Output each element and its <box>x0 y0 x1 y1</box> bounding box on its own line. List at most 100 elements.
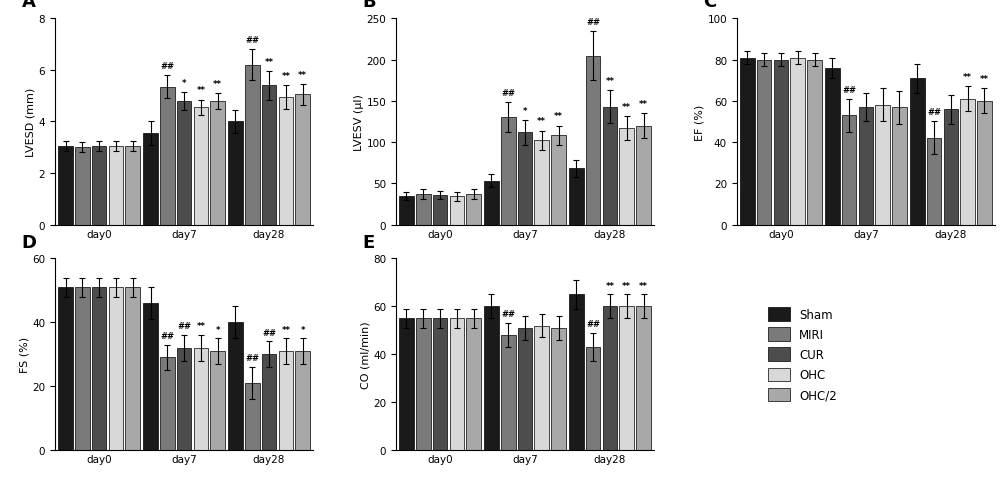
Text: *: * <box>215 325 220 334</box>
Bar <box>210 102 225 225</box>
Bar <box>927 139 941 225</box>
Text: ##: ## <box>245 353 259 363</box>
Bar <box>143 303 158 450</box>
Bar <box>194 108 208 225</box>
Text: ##: ## <box>927 108 941 117</box>
Text: ##: ## <box>177 322 191 331</box>
Bar <box>399 197 414 225</box>
Text: **: ** <box>196 86 205 95</box>
Bar <box>143 134 158 225</box>
Bar <box>279 98 293 225</box>
Bar <box>790 59 805 225</box>
Bar <box>210 351 225 450</box>
Bar <box>433 318 447 450</box>
Bar <box>466 318 481 450</box>
Bar <box>262 86 276 225</box>
Bar <box>228 323 243 450</box>
Y-axis label: FS (%): FS (%) <box>19 336 29 373</box>
Bar <box>295 95 310 225</box>
Text: **: ** <box>639 100 648 109</box>
Bar <box>501 118 516 225</box>
Bar <box>109 287 123 450</box>
Legend: Sham, MIRI, CUR, OHC, OHC/2: Sham, MIRI, CUR, OHC, OHC/2 <box>768 307 837 402</box>
Text: ##: ## <box>501 89 515 98</box>
Bar <box>603 107 617 225</box>
Text: E: E <box>362 233 375 251</box>
Bar <box>910 79 925 225</box>
Text: **: ** <box>213 80 222 89</box>
Text: *: * <box>300 325 305 334</box>
Bar <box>160 358 175 450</box>
Text: **: ** <box>605 77 614 86</box>
Bar <box>228 122 243 225</box>
Text: **: ** <box>196 322 205 331</box>
Bar <box>825 69 840 225</box>
Bar <box>586 348 600 450</box>
Bar <box>551 328 566 450</box>
Text: ##: ## <box>245 36 259 45</box>
Y-axis label: LVESD (mm): LVESD (mm) <box>26 88 36 157</box>
Bar <box>433 196 447 225</box>
Bar <box>160 88 175 225</box>
Bar <box>619 307 634 450</box>
Bar <box>569 169 584 225</box>
Bar <box>194 348 208 450</box>
Bar <box>466 195 481 225</box>
Text: ##: ## <box>160 62 174 71</box>
Y-axis label: EF (%): EF (%) <box>695 104 705 140</box>
Bar <box>603 307 617 450</box>
Text: **: ** <box>537 117 546 126</box>
Bar <box>960 100 975 225</box>
Text: ##: ## <box>586 319 600 328</box>
Bar <box>619 129 634 225</box>
Bar <box>245 383 260 450</box>
Y-axis label: LVESV (μl): LVESV (μl) <box>354 94 364 151</box>
Bar <box>262 354 276 450</box>
Bar <box>295 351 310 450</box>
Text: D: D <box>21 233 36 251</box>
Text: **: ** <box>265 58 274 67</box>
Bar <box>636 126 651 225</box>
Text: ##: ## <box>501 310 515 318</box>
Text: ##: ## <box>842 86 856 94</box>
Text: **: ** <box>281 325 290 334</box>
Bar <box>58 147 73 225</box>
Y-axis label: CO (ml/min): CO (ml/min) <box>360 321 370 388</box>
Bar <box>636 307 651 450</box>
Text: ##: ## <box>262 328 276 337</box>
Bar <box>875 106 890 225</box>
Bar <box>58 287 73 450</box>
Bar <box>484 182 499 225</box>
Bar <box>774 60 788 225</box>
Bar <box>518 328 532 450</box>
Bar <box>92 287 106 450</box>
Bar <box>518 133 532 225</box>
Bar <box>859 108 873 225</box>
Bar <box>484 307 499 450</box>
Text: **: ** <box>554 112 563 121</box>
Bar <box>450 197 464 225</box>
Bar <box>842 116 856 225</box>
Bar <box>109 147 123 225</box>
Bar <box>75 287 90 450</box>
Text: **: ** <box>298 71 307 80</box>
Bar <box>977 102 992 225</box>
Bar <box>944 110 958 225</box>
Bar <box>75 148 90 225</box>
Text: **: ** <box>963 73 972 82</box>
Bar <box>416 318 431 450</box>
Text: **: ** <box>622 102 631 111</box>
Text: **: ** <box>980 75 989 84</box>
Bar <box>399 318 414 450</box>
Bar <box>92 147 106 225</box>
Text: B: B <box>362 0 376 11</box>
Bar <box>569 295 584 450</box>
Bar <box>534 326 549 450</box>
Text: *: * <box>523 106 527 115</box>
Bar <box>125 147 140 225</box>
Text: **: ** <box>605 281 614 290</box>
Bar <box>416 195 431 225</box>
Bar <box>279 351 293 450</box>
Bar <box>501 335 516 450</box>
Bar <box>177 348 191 450</box>
